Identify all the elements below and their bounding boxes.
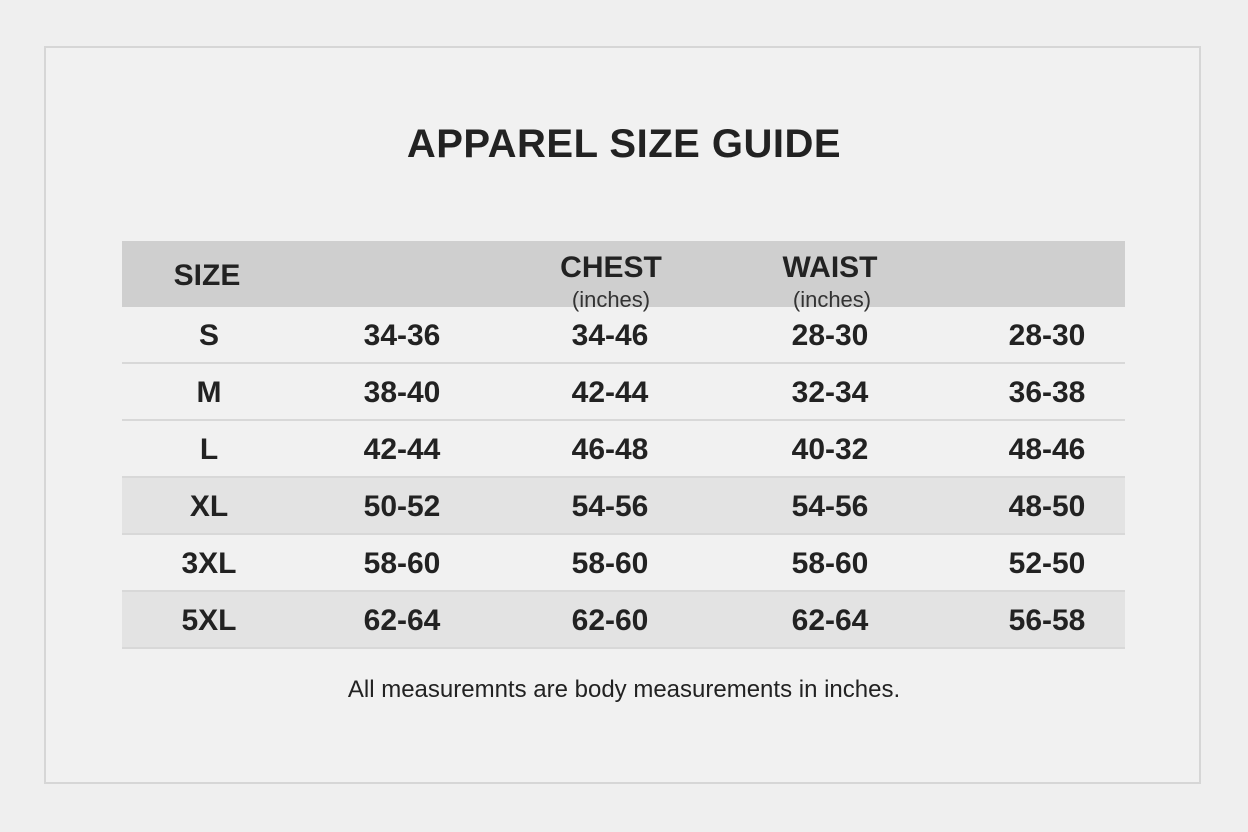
table-row: XL 50-52 54-56 54-56 48-50 (122, 478, 1125, 535)
table-row: 3XL 58-60 58-60 58-60 52-50 (122, 535, 1125, 592)
table-header: SIZE CHEST (inches) WAIST (inches) (122, 241, 1125, 312)
table-cell: 3XL (181, 547, 237, 580)
table-cell: M (196, 376, 222, 409)
table-cell: 62-64 (791, 604, 869, 637)
header-chest: CHEST (560, 251, 662, 284)
header-chest-unit: (inches) (571, 287, 651, 312)
table-cell: 42-44 (363, 433, 441, 466)
footnote: All measuremnts are body measurements in… (347, 676, 901, 703)
header-waist: WAIST (782, 251, 878, 284)
table-cell: 62-60 (571, 604, 649, 637)
table-row: 5XL 62-64 62-60 62-64 56-58 (122, 592, 1125, 649)
table-cell: 58-60 (363, 547, 441, 580)
table-cell: 32-34 (791, 376, 869, 409)
header-waist-unit: (inches) (792, 287, 872, 312)
table-cell: 48-50 (1008, 490, 1086, 523)
table-cell: 54-56 (571, 490, 649, 523)
card (44, 46, 1201, 784)
table-cell: 48-46 (1008, 433, 1086, 466)
table-cell: 28-30 (1008, 319, 1086, 352)
table-cell: 34-46 (571, 319, 649, 352)
table-cell: 5XL (181, 604, 237, 637)
table-cell: 62-64 (363, 604, 441, 637)
table-cell: 58-60 (791, 547, 869, 580)
title: APPAREL SIZE GUIDE (406, 122, 842, 166)
table-cell: 52-50 (1008, 547, 1086, 580)
table-cell: 58-60 (571, 547, 649, 580)
table-row: S 34-36 34-46 28-30 28-30 (122, 307, 1125, 364)
table-cell: 42-44 (571, 376, 649, 409)
table-cell: 54-56 (791, 490, 869, 523)
table-cell: S (198, 319, 220, 352)
table-cell: 46-48 (571, 433, 649, 466)
table-cell: 28-30 (791, 319, 869, 352)
table-cell: XL (189, 490, 229, 523)
table-cell: 36-38 (1008, 376, 1086, 409)
table-cell: 38-40 (363, 376, 441, 409)
table-row: L 42-44 46-48 40-32 48-46 (122, 421, 1125, 478)
table-row: M 38-40 42-44 32-34 36-38 (122, 364, 1125, 421)
table-cell: 34-36 (363, 319, 441, 352)
table-cell: 56-58 (1008, 604, 1086, 637)
table-cell: L (199, 433, 219, 466)
header-size: SIZE (173, 259, 241, 292)
table-cell: 50-52 (363, 490, 441, 523)
table-cell: 40-32 (791, 433, 869, 466)
